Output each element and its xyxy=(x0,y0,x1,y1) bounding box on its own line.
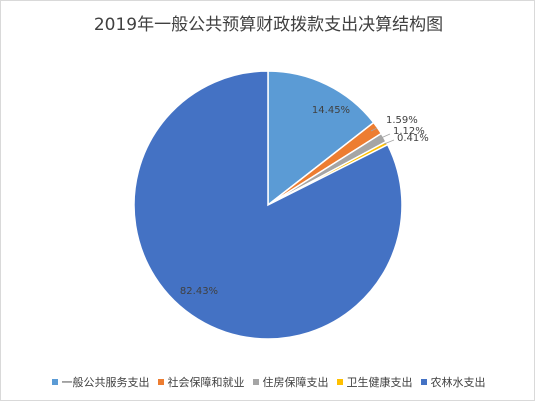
data-label: 1.59% xyxy=(386,115,418,126)
legend-label: 住房保障支出 xyxy=(262,376,329,389)
leader-line xyxy=(370,127,378,132)
leader-line xyxy=(380,133,391,139)
legend-item: 一般公共服务支出 xyxy=(51,374,150,390)
legend: 一般公共服务支出 社会保障和就业 住房保障支出 卫生健康支出 农林水支出 xyxy=(1,374,535,390)
legend-item: 农林水支出 xyxy=(420,374,486,390)
pie-slice xyxy=(267,70,375,207)
legend-label: 卫生健康支出 xyxy=(346,376,413,389)
data-label: 82.43% xyxy=(180,286,218,297)
leader-line xyxy=(383,139,395,145)
legend-swatch xyxy=(51,379,58,385)
data-label: 1.12% xyxy=(393,126,425,137)
data-label: 14.45% xyxy=(312,105,350,116)
chart-title: 2019年一般公共预算财政拨款支出决算结构图 xyxy=(93,15,444,35)
legend-swatch xyxy=(420,379,427,385)
legend-item: 社会保障和就业 xyxy=(157,374,245,390)
legend-swatch xyxy=(157,379,164,385)
legend-swatch xyxy=(336,379,343,385)
pie-slice xyxy=(133,70,403,340)
legend-label: 一般公共服务支出 xyxy=(61,376,150,389)
data-label: 0.41% xyxy=(397,133,429,144)
legend-swatch xyxy=(252,379,259,385)
legend-label: 社会保障和就业 xyxy=(167,376,245,389)
legend-label: 农林水支出 xyxy=(430,376,486,389)
legend-item: 卫生健康支出 xyxy=(336,374,413,390)
legend-item: 住房保障支出 xyxy=(252,374,329,390)
